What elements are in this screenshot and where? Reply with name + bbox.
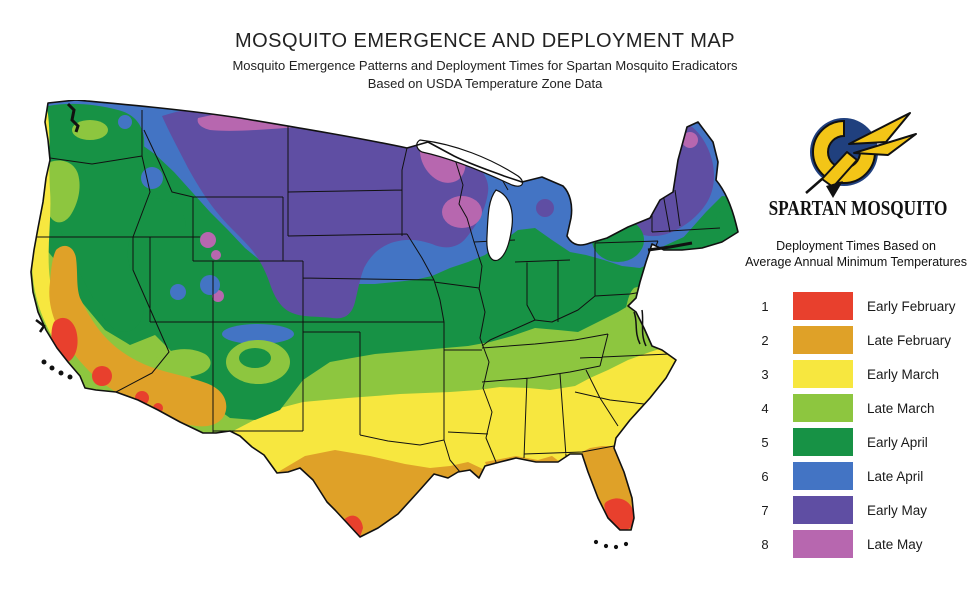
zone-early-february-arizona-spot bbox=[135, 391, 149, 405]
legend-zone-number: 3 bbox=[761, 366, 769, 382]
zone-late-march-arizona-rim bbox=[156, 349, 211, 377]
logo-body bbox=[821, 151, 858, 188]
logo-wing-upper bbox=[848, 112, 911, 145]
legend-row-zone-3: 3 Early March bbox=[745, 360, 967, 388]
legend-heading-line2: Average Annual Minimum Temperatures bbox=[745, 255, 967, 269]
legend-row-zone-4: 4 Late March bbox=[745, 394, 967, 422]
legend-zone-number: 4 bbox=[761, 400, 769, 416]
florida-keys-dot bbox=[603, 543, 609, 549]
legend-zone-number: 1 bbox=[761, 298, 769, 314]
legend-zone-number: 5 bbox=[761, 434, 769, 450]
legend-label: Early February bbox=[867, 298, 956, 314]
brand-name: SPARTAN MOSQUITO bbox=[768, 196, 948, 220]
channel-island-dot bbox=[41, 359, 47, 365]
zone-early-february-texas-tip bbox=[344, 515, 363, 537]
logo-proboscis bbox=[805, 178, 823, 194]
legend-row-zone-8: 8 Late May bbox=[745, 530, 967, 558]
zone-early-may-plains bbox=[162, 102, 489, 319]
legend-color-swatch bbox=[793, 292, 853, 320]
zone-late-february-california-arizona bbox=[49, 245, 227, 427]
legend-color-swatch bbox=[793, 326, 853, 354]
legend-label: Late April bbox=[867, 468, 924, 484]
florida-keys-dot bbox=[593, 539, 599, 545]
legend-row-zone-1: 1 Early February bbox=[745, 292, 967, 320]
san-francisco-bay-mark bbox=[35, 319, 46, 333]
long-island-mark bbox=[647, 241, 693, 252]
legend-zone-number: 2 bbox=[761, 332, 769, 348]
puget-sound-mark bbox=[66, 102, 80, 133]
lake-michigan bbox=[486, 189, 513, 262]
legend-rows: 1 Early February 2 Late February 3 Early Marc… bbox=[745, 292, 967, 558]
channel-island-dot bbox=[49, 365, 55, 371]
chesapeake-bay-mark bbox=[633, 309, 647, 347]
logo-swoosh bbox=[812, 119, 877, 184]
legend-row-zone-5: 5 Early April bbox=[745, 428, 967, 456]
legend-color-swatch bbox=[793, 530, 853, 558]
legend-zone-number: 8 bbox=[761, 536, 769, 552]
zone-early-april-newengland-coast bbox=[634, 204, 738, 316]
usa-outline bbox=[30, 99, 739, 538]
page-subtitle-2: Based on USDA Temperature Zone Data bbox=[367, 76, 603, 91]
zone-late-may-maine-spot bbox=[682, 132, 698, 148]
legend-label: Early March bbox=[867, 366, 940, 382]
legend-zone-number: 6 bbox=[761, 468, 769, 484]
florida-keys-dot bbox=[613, 544, 619, 550]
legend-color-swatch bbox=[793, 360, 853, 388]
logo-tail bbox=[826, 181, 843, 198]
usa-temperature-zone-map bbox=[30, 99, 740, 592]
florida-keys-dot bbox=[623, 541, 629, 547]
zone-early-april-newmexico-core bbox=[239, 348, 271, 368]
legend: Deployment Times Based on Average Annual… bbox=[745, 238, 967, 564]
usa-map-svg bbox=[30, 99, 739, 550]
zone-late-may-wyoming-spot-2 bbox=[211, 250, 221, 260]
zone-late-april-central-idaho bbox=[141, 167, 163, 189]
zone-late-april-central-utah bbox=[170, 284, 186, 300]
legend-color-swatch bbox=[793, 394, 853, 422]
legend-label: Early May bbox=[867, 502, 928, 518]
legend-label: Late March bbox=[867, 400, 935, 416]
coastal-detail-marks bbox=[35, 102, 693, 550]
zone-late-march-central-washington bbox=[72, 120, 108, 140]
page-title: MOSQUITO EMERGENCE AND DEPLOYMENT MAP bbox=[234, 30, 736, 52]
header: MOSQUITO EMERGENCE AND DEPLOYMENT MAP Mo… bbox=[0, 30, 970, 91]
legend-zone-number: 7 bbox=[761, 502, 769, 518]
zone-late-may-wisconsin-spot bbox=[442, 196, 482, 228]
channel-island-dot bbox=[67, 374, 73, 380]
zone-early-february-inland-empire bbox=[92, 366, 112, 386]
zone-late-april-cascades bbox=[118, 115, 132, 129]
zone-late-may-wyoming-spot bbox=[200, 232, 216, 248]
legend-row-zone-6: 6 Late April bbox=[745, 462, 967, 490]
zone-late-april-utah-rockies bbox=[200, 275, 220, 295]
legend-color-swatch bbox=[793, 496, 853, 524]
zone-early-april-south-idaho bbox=[142, 198, 186, 240]
legend-heading-line1: Deployment Times Based on bbox=[776, 239, 936, 253]
zone-late-february-gulf-texas bbox=[278, 450, 492, 537]
zone-early-may-michigan-spot bbox=[536, 199, 554, 217]
page-subtitle-1: Mosquito Emergence Patterns and Deployme… bbox=[232, 58, 738, 73]
legend-label: Early April bbox=[867, 434, 928, 450]
zone-late-march-willamette bbox=[45, 160, 80, 223]
legend-row-zone-2: 2 Late February bbox=[745, 326, 967, 354]
legend-label: Late February bbox=[867, 332, 952, 348]
zone-late-april-north-newmexico bbox=[222, 324, 294, 344]
logo-wing-lower bbox=[853, 133, 917, 156]
brand-logo bbox=[756, 106, 966, 201]
channel-island-dot bbox=[58, 370, 64, 376]
legend-row-zone-7: 7 Early May bbox=[745, 496, 967, 524]
legend-label: Late May bbox=[867, 536, 923, 552]
legend-color-swatch bbox=[793, 462, 853, 490]
legend-heading: Deployment Times Based on Average Annual… bbox=[745, 238, 967, 270]
zone-late-may-adirondack-spot bbox=[628, 192, 648, 212]
mosquito-logo-icon bbox=[805, 112, 917, 198]
legend-color-swatch bbox=[793, 428, 853, 456]
